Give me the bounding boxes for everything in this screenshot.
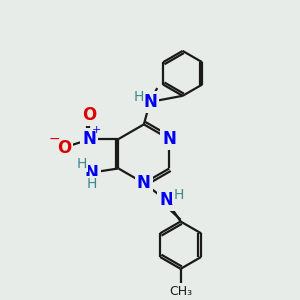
Text: H: H (173, 188, 184, 203)
Text: N: N (137, 174, 151, 192)
Text: −: − (49, 132, 61, 146)
Text: N: N (162, 130, 176, 148)
Text: H: H (87, 177, 97, 191)
Text: N: N (85, 164, 99, 181)
Text: N: N (143, 93, 157, 111)
Text: O: O (82, 106, 96, 124)
Text: N: N (82, 130, 96, 148)
Text: +: + (92, 125, 101, 135)
Text: H: H (76, 157, 87, 170)
Text: O: O (57, 139, 71, 157)
Text: H: H (134, 90, 144, 104)
Text: CH₃: CH₃ (169, 285, 192, 298)
Text: N: N (159, 191, 173, 209)
